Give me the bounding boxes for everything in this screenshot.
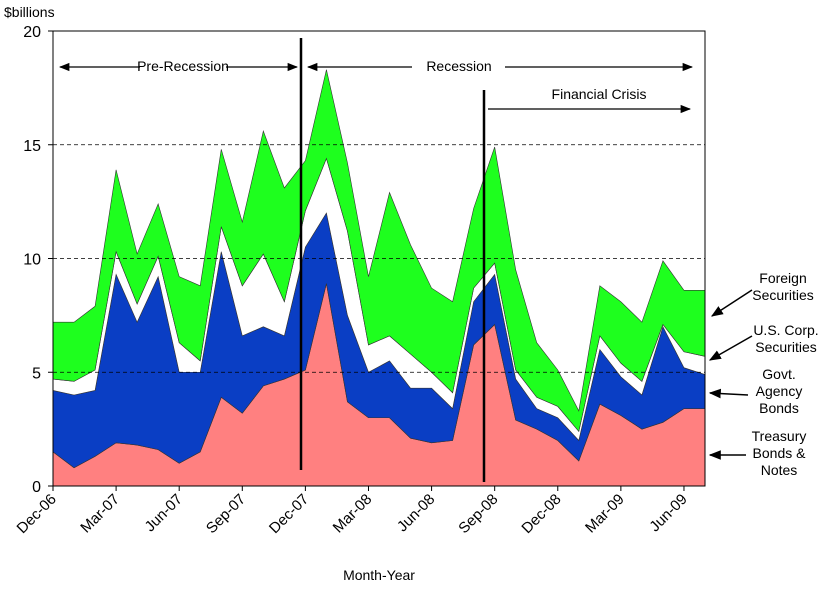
annotation: Pre-Recession bbox=[137, 58, 229, 74]
x-tick-label: Jun-07 bbox=[142, 491, 186, 535]
x-tick-label: Jun-08 bbox=[394, 491, 438, 535]
x-axis-label: Month-Year bbox=[343, 567, 415, 583]
legend-pointer bbox=[708, 388, 749, 399]
legend-pointer bbox=[710, 289, 753, 317]
legend-entry: Foreign Securities bbox=[752, 270, 814, 303]
areas bbox=[52, 69, 706, 487]
legend-pointer bbox=[708, 335, 753, 361]
legend-entry: Treasury Bonds & Notes bbox=[751, 428, 807, 478]
x-tick-label: Dec-07 bbox=[266, 491, 312, 537]
y-axis-label: $billions bbox=[4, 4, 55, 20]
annotation: Financial Crisis bbox=[552, 86, 647, 102]
legend-entry: Govt. Agency Bonds bbox=[755, 366, 803, 416]
x-tick-label: Dec-08 bbox=[518, 491, 564, 537]
legend-entry: U.S. Corp. Securities bbox=[753, 322, 819, 355]
y-tick-label: 15 bbox=[23, 138, 41, 155]
y-tick-label: 10 bbox=[23, 252, 41, 269]
x-tick-label: Mar-08 bbox=[330, 491, 376, 537]
x-tick-label: Mar-09 bbox=[582, 491, 628, 537]
y-tick-label: 0 bbox=[32, 479, 41, 496]
x-tick-label: Mar-07 bbox=[77, 491, 123, 537]
x-tick-label: Sep-07 bbox=[203, 491, 249, 537]
annotation: Recession bbox=[426, 58, 491, 74]
x-tick-label: Sep-08 bbox=[455, 491, 501, 537]
x-tick-label: Dec-06 bbox=[14, 491, 60, 537]
y-tick-label: 20 bbox=[23, 24, 41, 41]
y-tick-label: 5 bbox=[32, 365, 41, 382]
x-tick-label: Jun-09 bbox=[646, 491, 690, 535]
